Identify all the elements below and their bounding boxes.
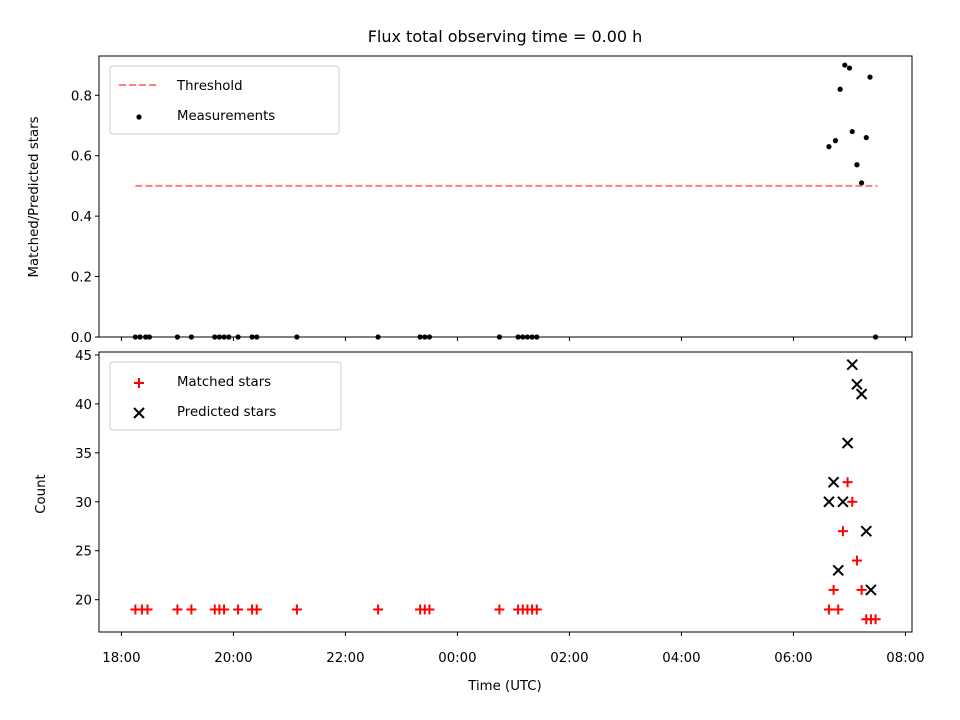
bottom-matched-stars-point-8	[233, 604, 244, 615]
bottom-predicted-stars-point-1	[827, 476, 840, 488]
top-measurements-point-25	[832, 138, 839, 144]
top-y-tick-label-2: 0.4	[71, 210, 92, 225]
bottom-matched-stars-point-16	[494, 604, 505, 615]
top-measurements-point-33	[867, 74, 873, 80]
bottom-predicted-stars-point-5-b	[846, 359, 858, 371]
bottom-y-tick-label-3: 35	[75, 447, 92, 462]
bottom-matched-stars-point-4	[186, 604, 197, 615]
bottom-predicted-stars-point-8-b	[860, 525, 872, 537]
top-y-tick-label-4: 0.8	[71, 89, 92, 104]
bottom-matched-stars-point-10	[251, 604, 262, 615]
bottom-predicted-stars-point-0	[823, 496, 835, 508]
x-tick-label-3: 00:00	[438, 651, 476, 666]
x-tick-label-0: 18:00	[102, 651, 140, 666]
bottom-predicted-stars-point-9	[865, 584, 877, 596]
bottom-predicted-stars-point-0-b	[823, 496, 835, 508]
bottom-y-tick-label-5: 45	[75, 349, 92, 364]
bottom-matched-stars-point-23	[828, 584, 839, 595]
bottom-predicted-stars-point-4	[841, 437, 854, 449]
top-measurements-point-24	[826, 144, 832, 150]
top-measurements-point-31	[858, 180, 865, 186]
bottom-y-tick-label-1: 25	[75, 545, 92, 560]
x-tick-label-2: 22:00	[326, 651, 364, 666]
top-measurements-point-26	[837, 86, 843, 92]
bottom-matched-stars-point-28	[851, 555, 862, 566]
x-tick-label-6: 06:00	[774, 651, 812, 666]
bottom-predicted-stars-point-6	[851, 378, 863, 391]
bottom-matched-stars-point-26	[842, 477, 853, 488]
bottom-matched-stars-point-15	[424, 604, 435, 615]
bottom-predicted-stars-point-7-b	[855, 388, 868, 400]
bottom-matched-stars-point-27	[847, 496, 858, 507]
top-legend-box	[109, 65, 340, 135]
top-y-tick-label-3: 0.6	[71, 150, 92, 165]
bottom-matched-stars-point-22	[823, 604, 834, 615]
bottom-matched-stars-point-3	[172, 604, 183, 615]
bottom-y-tick-label-0: 20	[75, 594, 92, 609]
bottom-predicted-stars-point-1-b	[827, 476, 840, 488]
top-legend-marker-1	[136, 114, 142, 120]
bottom-matched-stars-point-21	[531, 604, 542, 615]
bottom-predicted-stars-point-5	[846, 359, 858, 371]
top-axes-frame	[98, 55, 913, 338]
top-legend: Threshold Measurements	[109, 65, 340, 135]
bottom-predicted-stars-point-2	[832, 564, 844, 577]
top-measurements-point-27	[842, 62, 848, 68]
bottom-legend-marker-1-b	[133, 407, 145, 419]
bottom-predicted-stars-point-3	[837, 496, 849, 508]
bottom-predicted-stars-point-4-b	[841, 437, 854, 449]
top-legend-label-0: Threshold	[176, 79, 243, 94]
bottom-matched-stars-point-2	[142, 604, 153, 615]
x-tick-label-1: 20:00	[214, 651, 252, 666]
bottom-legend: Matched stars Predicted stars	[109, 361, 342, 431]
top-measurements-point-29	[849, 128, 855, 135]
bottom-matched-stars-point-12	[373, 604, 384, 615]
bottom-matched-stars-point-32	[870, 614, 881, 625]
top-measurements-point-30	[854, 162, 860, 168]
bottom-predicted-stars-point-3-b	[837, 496, 849, 508]
bottom-predicted-stars-point-2-b	[832, 564, 844, 577]
bottom-matched-stars-point-29	[856, 584, 867, 595]
bottom-legend-label-0: Matched stars	[177, 375, 271, 390]
bottom-matched-stars-point-25	[837, 526, 848, 537]
chart-title: Flux total observing time = 0.00 h	[368, 27, 643, 46]
top-y-tick-label-1: 0.2	[71, 271, 92, 286]
bottom-legend-marker-1	[133, 407, 145, 419]
bottom-legend-marker-0	[134, 378, 144, 388]
bottom-matched-stars-point-7	[219, 604, 230, 615]
top-y-axis-label: Matched/Predicted stars	[27, 116, 42, 277]
bottom-axes-frame	[98, 351, 913, 633]
x-tick-label-7: 08:00	[886, 651, 924, 666]
top-measurements-point-32	[863, 134, 869, 141]
bottom-matched-stars-point-24	[833, 604, 844, 615]
bottom-legend-box	[109, 361, 342, 431]
bottom-y-axis-label: Count	[34, 474, 49, 514]
bottom-matched-stars-point-11	[291, 604, 302, 615]
bottom-panel: Count Time (UTC) 20 25 30 35 40 45 18:00 20:00 2…	[34, 349, 925, 694]
bottom-predicted-stars-point-7	[855, 388, 868, 400]
top-legend-label-1: Measurements	[177, 109, 275, 124]
x-tick-label-4: 02:00	[550, 651, 588, 666]
top-panel: Matched/Predicted stars 0.0 0.2 0.4 0.6 0.8 T…	[27, 55, 913, 346]
bottom-y-tick-label-2: 30	[75, 496, 92, 511]
bottom-legend-label-1: Predicted stars	[177, 405, 276, 420]
bottom-predicted-stars-point-6-b	[851, 378, 863, 391]
x-axis-label: Time (UTC)	[467, 679, 542, 694]
x-tick-label-5: 04:00	[662, 651, 700, 666]
bottom-predicted-stars-point-9-b	[865, 584, 877, 596]
bottom-y-tick-label-4: 40	[75, 398, 92, 413]
bottom-predicted-stars-point-8	[860, 525, 872, 537]
top-y-tick-label-0: 0.0	[71, 331, 92, 346]
top-measurements-point-28	[846, 65, 853, 71]
